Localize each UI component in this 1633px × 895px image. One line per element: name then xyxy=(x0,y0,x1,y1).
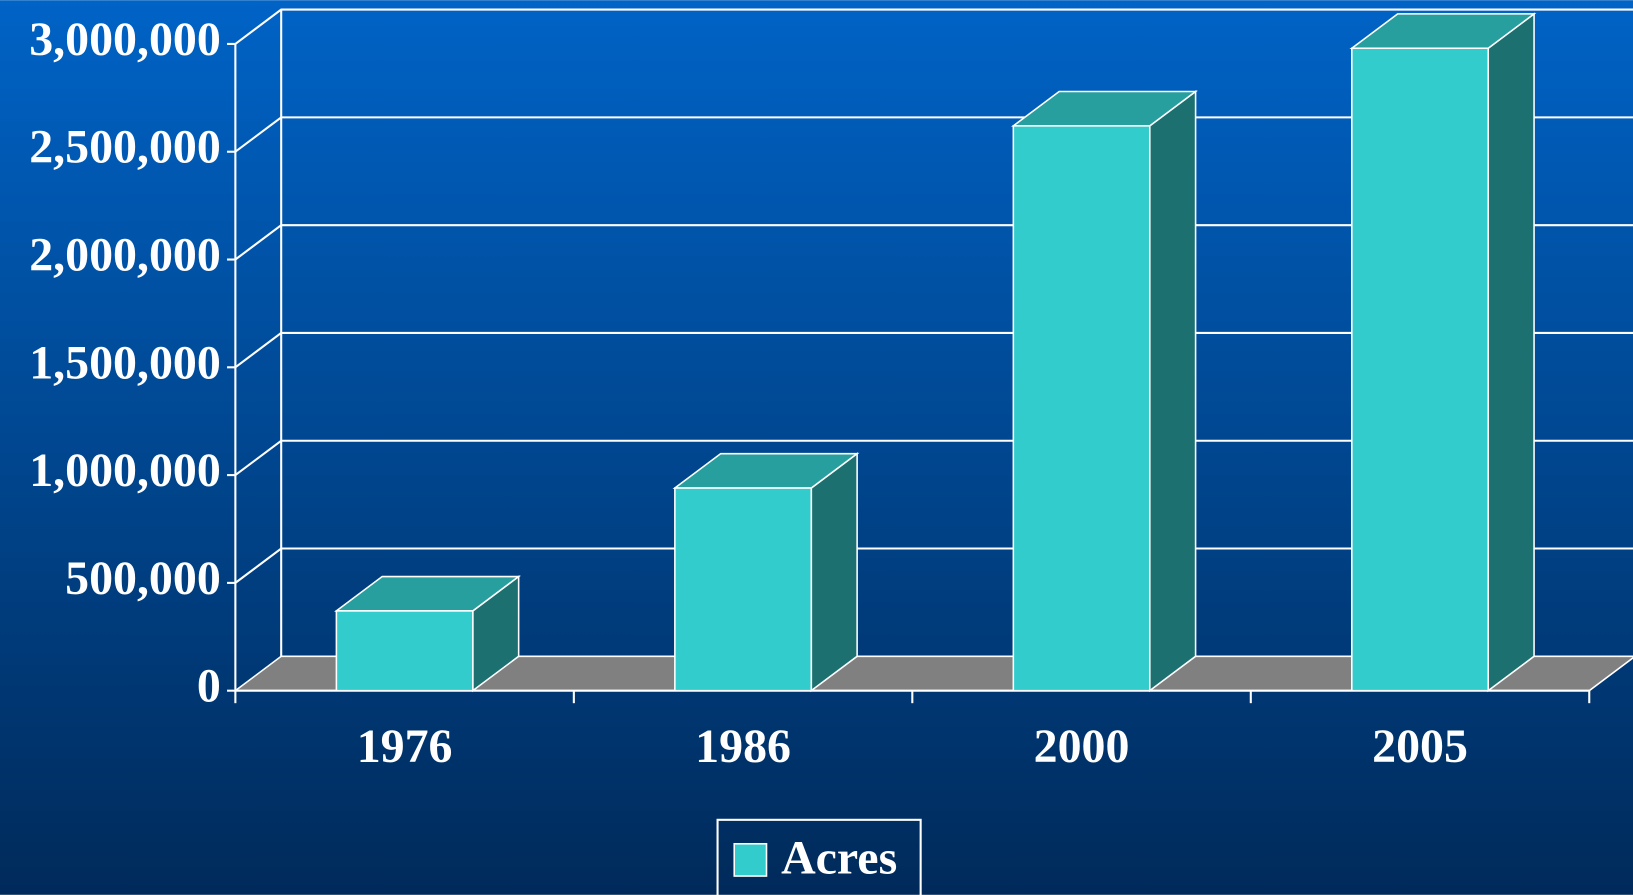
bar xyxy=(335,610,474,692)
bar-side xyxy=(810,452,858,693)
bar xyxy=(674,487,813,692)
grid-line xyxy=(234,8,1633,45)
x-tick-label: 2000 xyxy=(1034,720,1130,773)
bar-side xyxy=(1487,12,1535,693)
y-tick-label: 3,000,000 xyxy=(29,13,221,66)
y-tick-label: 0 xyxy=(197,660,221,713)
x-tick-label: 2005 xyxy=(1372,720,1468,773)
y-tick-label: 1,000,000 xyxy=(29,444,221,497)
legend-label: Acres xyxy=(781,832,897,885)
bar-side xyxy=(1148,89,1197,693)
y-tick-label: 500,000 xyxy=(65,552,221,605)
legend-box xyxy=(716,818,922,895)
y-tick-label: 2,000,000 xyxy=(29,229,221,282)
x-tick-label: 1986 xyxy=(695,720,791,773)
x-tick-label: 1976 xyxy=(357,720,453,773)
legend-swatch xyxy=(733,842,768,877)
bar xyxy=(1351,47,1490,692)
y-tick-label: 1,500,000 xyxy=(29,336,221,389)
bar xyxy=(1012,125,1151,692)
y-tick-label: 2,500,000 xyxy=(29,121,221,174)
